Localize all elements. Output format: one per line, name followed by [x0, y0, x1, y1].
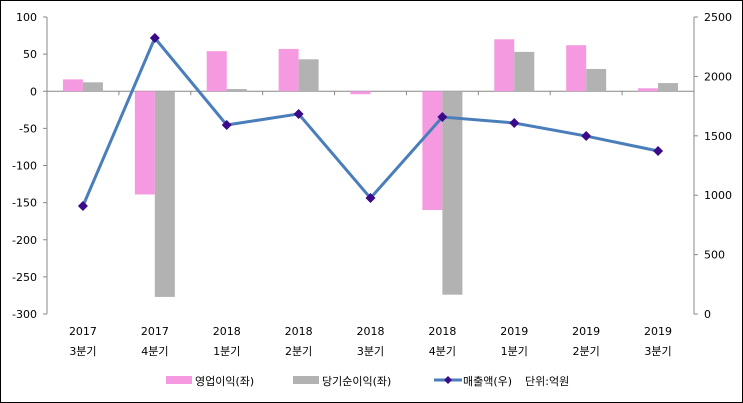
- category-quarter-label: 4분기: [141, 345, 168, 358]
- left-tick-label: 50: [23, 48, 37, 61]
- left-tick-label: -150: [12, 197, 37, 210]
- category-year-label: 2018: [428, 325, 456, 338]
- right-tick-label: 500: [704, 249, 725, 262]
- sales-marker: [437, 112, 448, 123]
- right-tick-label: 2500: [704, 11, 732, 24]
- legend-marker: [444, 376, 452, 384]
- category-quarter-label: 3분기: [357, 345, 384, 358]
- category-year-label: 2019: [500, 325, 528, 338]
- legend-swatch: [166, 376, 192, 384]
- left-tick-label: -100: [12, 160, 37, 173]
- sales-marker: [653, 146, 664, 157]
- category-year-label: 2018: [285, 325, 313, 338]
- bar-net-income: [82, 82, 103, 92]
- right-tick-label: 2000: [704, 70, 732, 83]
- bar-operating-profit: [350, 91, 371, 95]
- category-quarter-label: 1분기: [213, 345, 240, 358]
- bar-net-income: [226, 89, 247, 92]
- legend-label: 당기순이익(좌): [322, 375, 391, 388]
- unit-note: 단위:억원: [525, 375, 569, 388]
- category-quarter-label: 3분기: [644, 345, 671, 358]
- bar-net-income: [586, 68, 607, 92]
- bar-net-income: [658, 83, 679, 92]
- category-year-label: 2019: [572, 325, 600, 338]
- bar-operating-profit: [638, 88, 659, 92]
- category-year-label: 2017: [69, 325, 97, 338]
- legend-swatch: [293, 376, 319, 384]
- bar-operating-profit: [422, 91, 443, 211]
- left-tick-label: -200: [12, 234, 37, 247]
- sales-marker: [509, 117, 520, 128]
- left-tick-label: 100: [16, 11, 37, 24]
- bar-net-income: [442, 91, 463, 295]
- category-quarter-label: 4분기: [429, 345, 456, 358]
- right-tick-label: 0: [704, 308, 711, 321]
- legend-label: 영업이익(좌): [195, 375, 254, 388]
- right-tick-label: 1500: [704, 130, 732, 143]
- right-tick-label: 1000: [704, 189, 732, 202]
- bar-net-income: [154, 91, 175, 297]
- bar-operating-profit: [494, 39, 515, 92]
- left-tick-label: -250: [12, 271, 37, 284]
- sales-marker: [581, 131, 592, 142]
- category-year-label: 2019: [644, 325, 672, 338]
- sales-marker: [365, 193, 376, 204]
- bar-net-income: [298, 59, 319, 92]
- category-year-label: 2018: [357, 325, 385, 338]
- category-quarter-label: 3분기: [69, 345, 96, 358]
- left-tick-label: -50: [19, 122, 37, 135]
- category-quarter-label: 1분기: [501, 345, 528, 358]
- sales-marker: [293, 108, 304, 119]
- left-tick-label: -300: [12, 308, 37, 321]
- legend-label: 매출액(우): [463, 375, 512, 388]
- category-quarter-label: 2분기: [285, 345, 312, 358]
- category-year-label: 2017: [141, 325, 169, 338]
- bar-net-income: [514, 51, 535, 92]
- bar-operating-profit: [62, 79, 83, 92]
- category-year-label: 2018: [213, 325, 241, 338]
- bar-operating-profit: [566, 45, 587, 92]
- category-quarter-label: 2분기: [573, 345, 600, 358]
- sales-marker: [221, 119, 232, 130]
- bar-operating-profit: [278, 48, 299, 92]
- left-tick-label: 0: [30, 85, 37, 98]
- bar-operating-profit: [134, 91, 155, 195]
- bar-operating-profit: [206, 51, 227, 92]
- sales-marker: [149, 33, 160, 44]
- sales-marker: [77, 201, 88, 212]
